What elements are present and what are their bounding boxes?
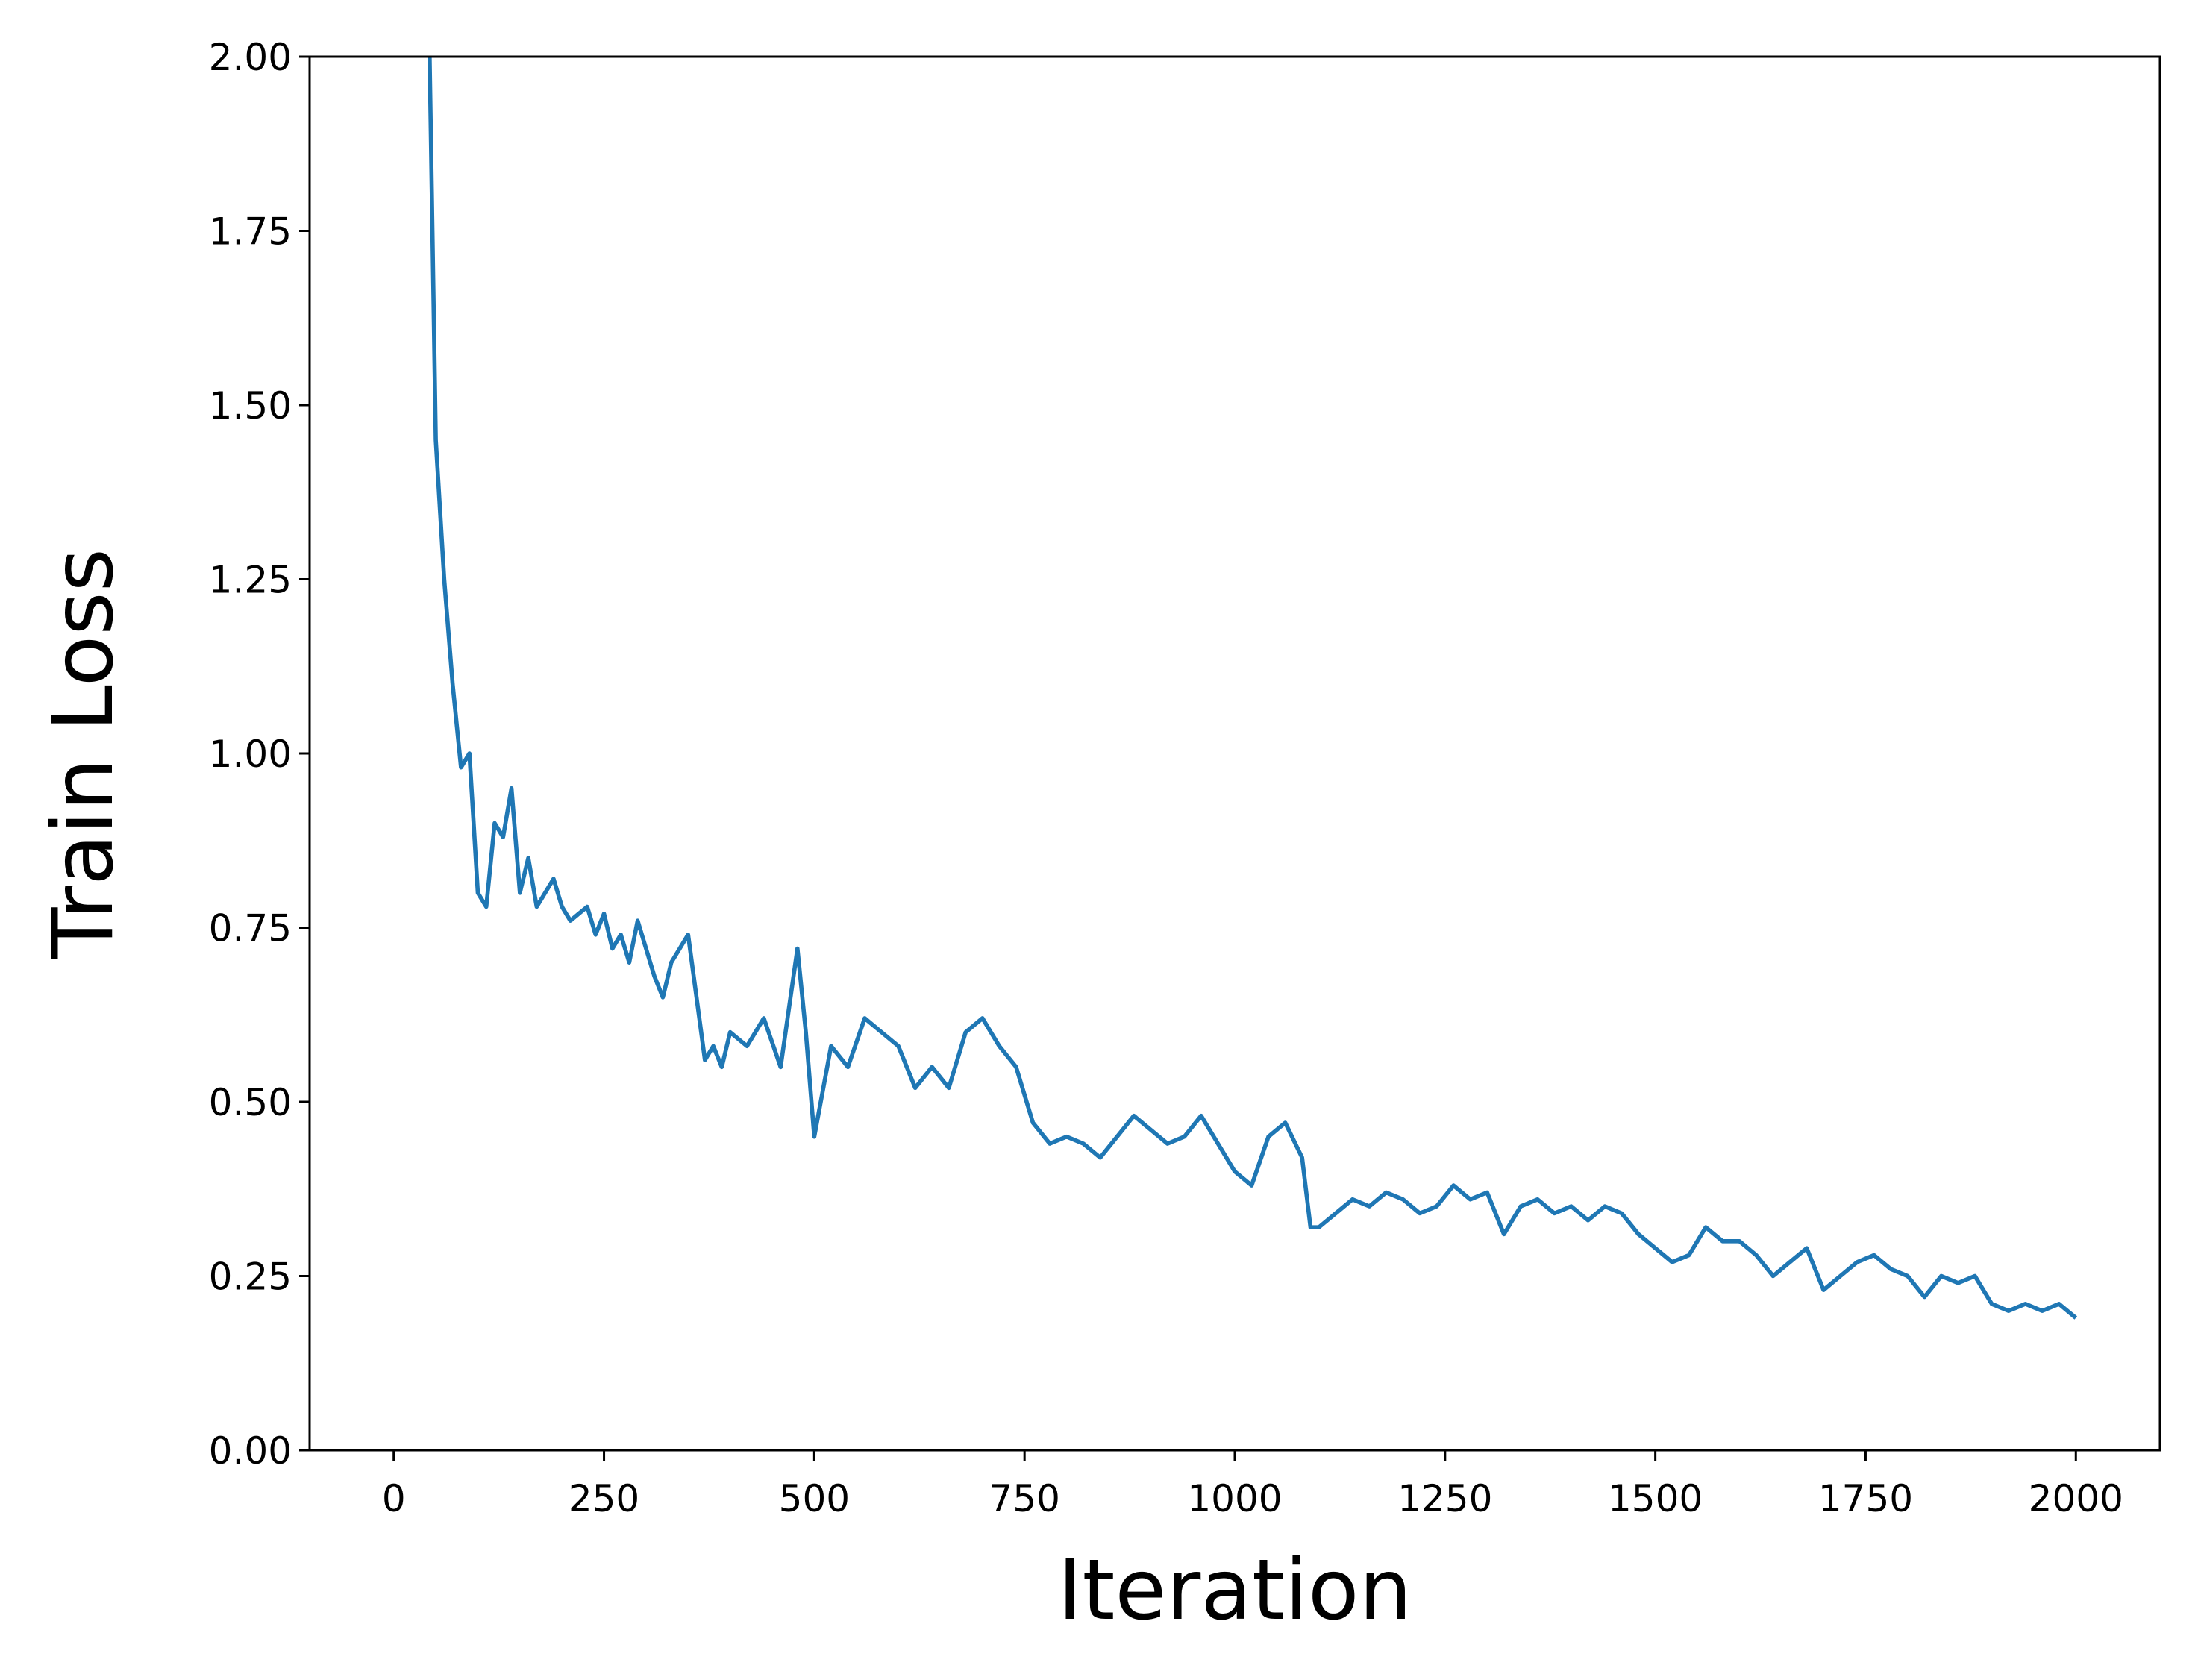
x-tick-label: 500: [779, 1477, 850, 1520]
y-tick-label: 1.50: [209, 384, 292, 427]
x-tick-label: 1000: [1187, 1477, 1282, 1520]
y-tick-label: 0.50: [209, 1081, 292, 1124]
x-tick-label: 250: [569, 1477, 639, 1520]
y-tick-label: 0.00: [209, 1429, 292, 1473]
y-tick-label: 0.75: [209, 907, 292, 950]
x-tick-label: 2000: [2029, 1477, 2123, 1520]
plot-area: [428, 57, 2078, 1320]
y-tick-label: 1.75: [209, 210, 292, 254]
y-tick-label: 2.00: [209, 36, 292, 79]
y-tick-label: 1.00: [209, 733, 292, 776]
y-tick-label: 1.25: [209, 559, 292, 602]
axes-frame: [308, 55, 2161, 1452]
loss-line: [428, 57, 2078, 1320]
x-tick-label: 1750: [1818, 1477, 1913, 1520]
y-tick-label: 0.25: [209, 1256, 292, 1299]
x-tick-label: 1250: [1397, 1477, 1492, 1520]
x-tick-label: 0: [382, 1477, 406, 1520]
x-tick-label: 1500: [1608, 1477, 1703, 1520]
x-tick-label: 750: [989, 1477, 1059, 1520]
y-axis-label: Train Loss: [35, 548, 132, 959]
x-axis-label: Iteration: [1057, 1542, 1412, 1639]
